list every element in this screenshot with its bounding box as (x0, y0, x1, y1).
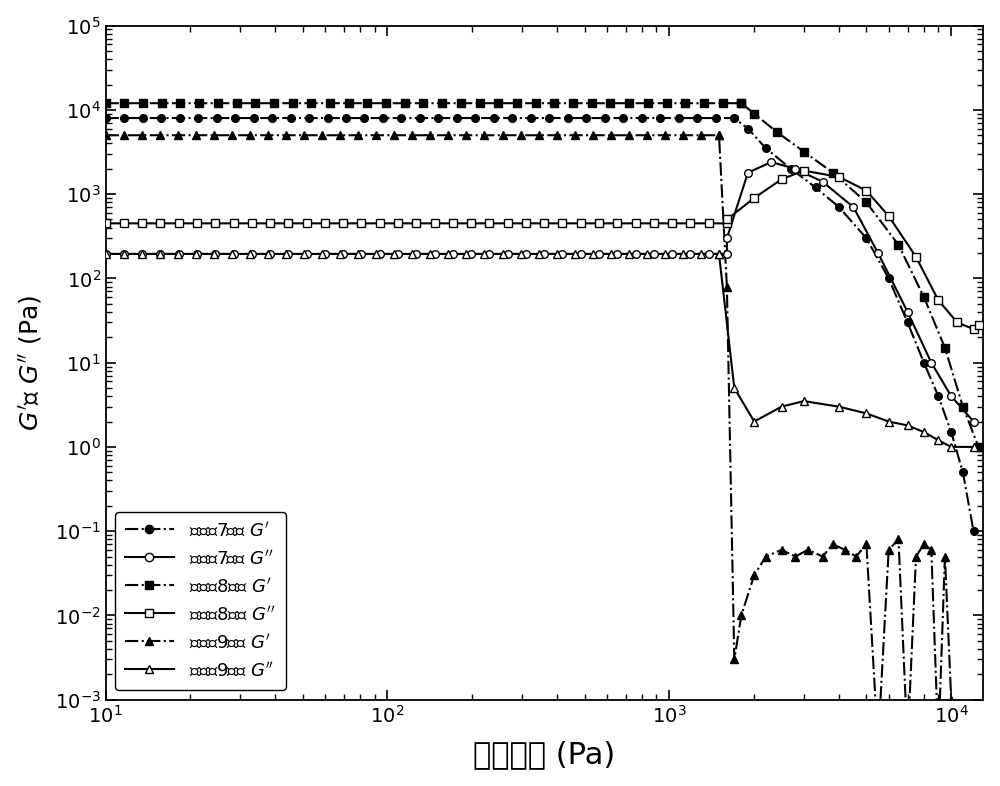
Legend: 实施例7凝胶 $G'$, 实施例7凝胶 $G''$, 实施例8凝胶 $G'$, 实施例8凝胶 $G''$, 实施例9凝胶 $G'$, 实施例9凝胶 $G''$: 实施例7凝胶 $G'$, 实施例7凝胶 $G''$, 实施例8凝胶 $G'$, … (115, 512, 286, 690)
X-axis label: 动态应力 (Pa): 动态应力 (Pa) (473, 740, 616, 769)
Y-axis label: $G'$或 $G''$ (Pa): $G'$或 $G''$ (Pa) (17, 295, 44, 431)
